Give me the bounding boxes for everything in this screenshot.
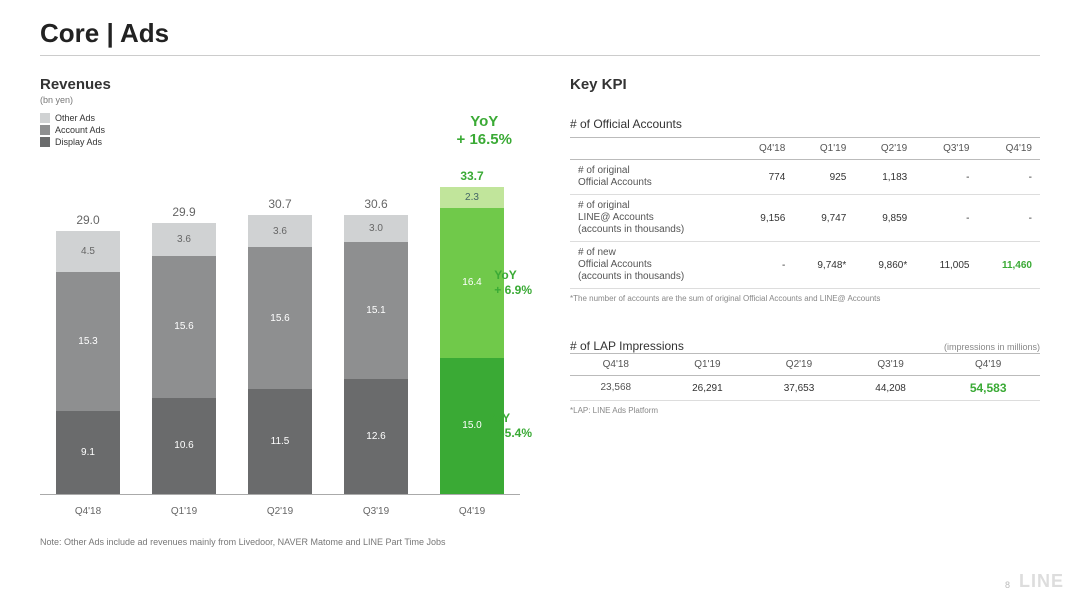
- kpi-panel: Key KPI # of Official Accounts Q4'18Q1'1…: [570, 76, 1040, 547]
- bar-col: 30.711.515.63.6: [242, 197, 318, 494]
- impressions-title: # of LAP Impressions: [570, 339, 684, 353]
- bar-col: 29.910.615.63.6: [146, 205, 222, 494]
- bar-col: 33.715.016.42.3: [434, 169, 510, 494]
- legend-account: Account Ads: [55, 125, 105, 135]
- impressions-table: Q4'18Q1'19Q2'19Q3'19Q4'1923,56826,29137,…: [570, 353, 1040, 401]
- accounts-note: *The number of accounts are the sum of o…: [570, 294, 1040, 303]
- revenues-note: Note: Other Ads include ad revenues main…: [40, 537, 520, 547]
- swatch-other: [40, 113, 50, 123]
- legend-display: Display Ads: [55, 137, 102, 147]
- kpi-title: Key KPI: [570, 76, 1040, 93]
- revenues-title: Revenues: [40, 76, 520, 93]
- revenues-unit: (bn yen): [40, 95, 520, 105]
- yoy-account: YoY+ 6.9%: [494, 268, 532, 298]
- watermark: LINE: [1019, 571, 1064, 592]
- impressions-note: *LAP: LINE Ads Platform: [570, 406, 1040, 415]
- swatch-account: [40, 125, 50, 135]
- accounts-table: Q4'18Q1'19Q2'19Q3'19Q4'19# of originalOf…: [570, 137, 1040, 289]
- x-axis-labels: Q4'18Q1'19Q2'19Q3'19Q4'19: [40, 506, 520, 517]
- bar-chart: 29.09.115.34.5 29.910.615.63.6 30.711.515.…: [40, 175, 520, 495]
- page-title: Core | Ads: [40, 18, 1040, 56]
- accounts-title: # of Official Accounts: [570, 117, 1040, 131]
- yoy-display: YoY+ 65.4%: [488, 411, 532, 441]
- revenues-panel: Revenues (bn yen) Other Ads Account Ads …: [40, 76, 520, 547]
- swatch-display: [40, 137, 50, 147]
- bar-col: 29.09.115.34.5: [50, 213, 126, 494]
- bar-col: 30.612.615.13.0: [338, 197, 414, 494]
- page-number: 8: [1005, 580, 1010, 590]
- yoy-total: YoY+ 16.5%: [457, 113, 512, 149]
- legend-other: Other Ads: [55, 113, 95, 123]
- impressions-unit: (impressions in millions): [944, 342, 1040, 352]
- legend: Other Ads Account Ads Display Ads: [40, 113, 520, 147]
